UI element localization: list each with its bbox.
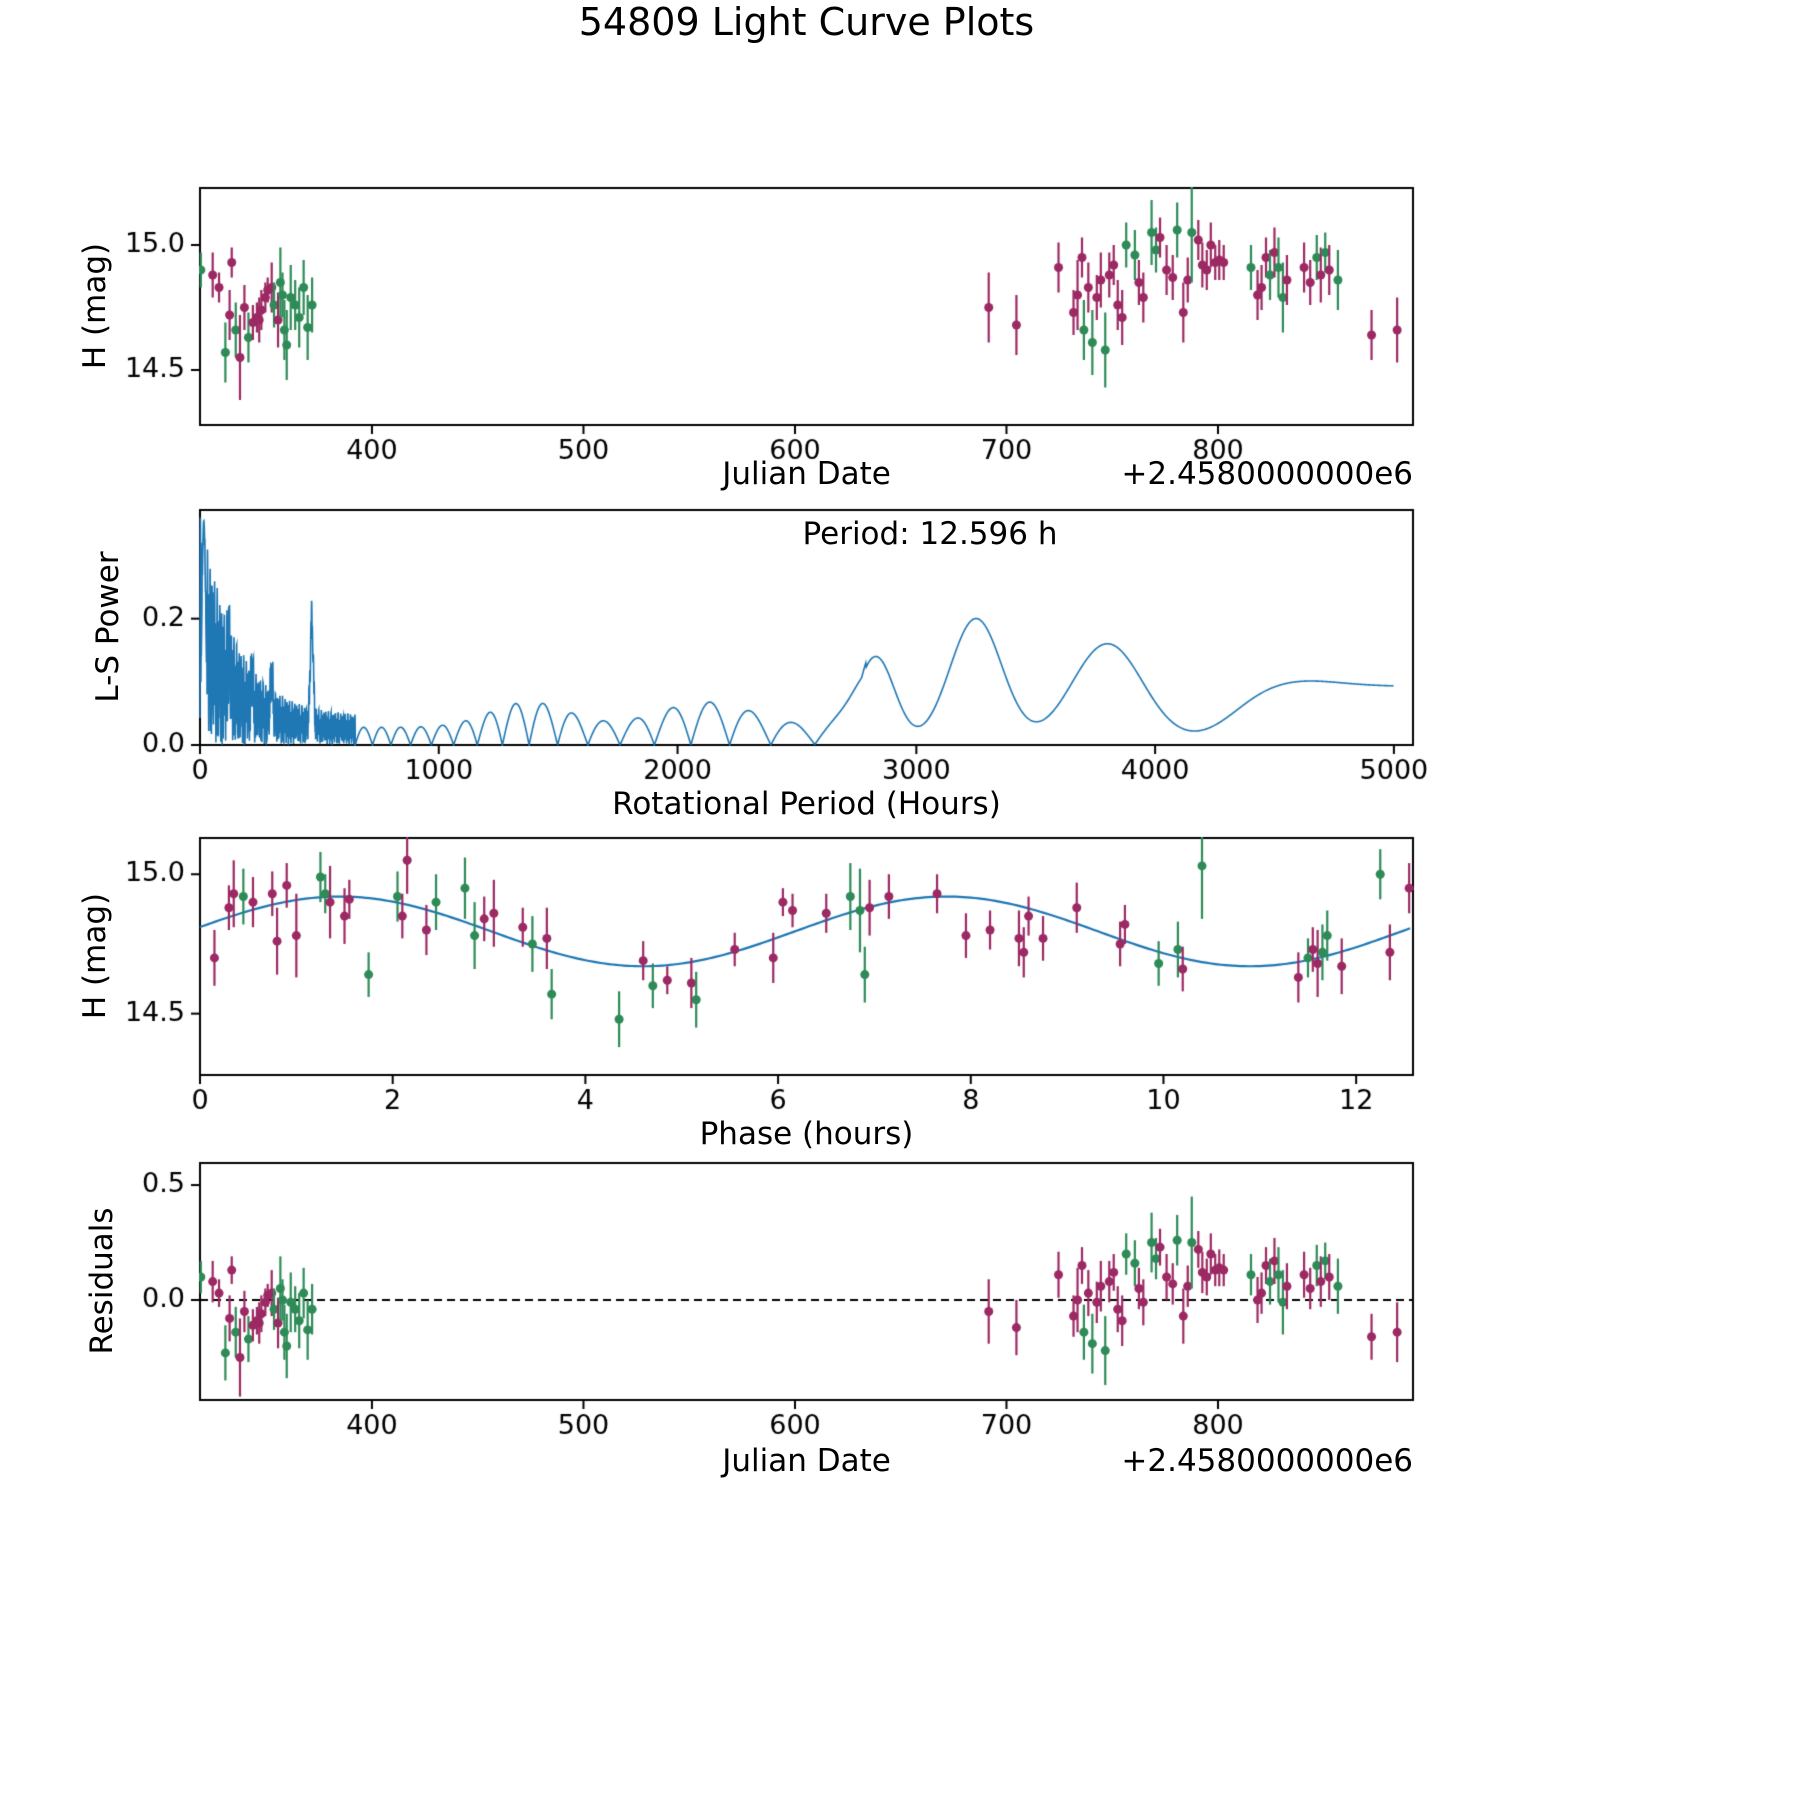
- figure-title: 54809 Light Curve Plots: [578, 0, 1035, 44]
- lightcurve-ylabel: H (mag): [77, 242, 113, 370]
- periodogram-period-annotation: Period: 12.596 h: [802, 516, 1058, 552]
- phased-ylabel: H (mag): [77, 892, 113, 1020]
- periodogram-ylabel: L-S Power: [90, 551, 126, 703]
- lightcurve-axis-offset-text: +2.4580000000e6: [1121, 456, 1413, 492]
- lightcurve-xlabel: Julian Date: [722, 456, 891, 492]
- residuals-xlabel: Julian Date: [722, 1443, 891, 1479]
- periodogram-xlabel: Rotational Period (Hours): [612, 786, 1001, 822]
- phased-xlabel: Phase (hours): [699, 1116, 914, 1152]
- residuals-axis-offset-text: +2.4580000000e6: [1121, 1443, 1413, 1479]
- residuals-ylabel: Residuals: [84, 1207, 120, 1355]
